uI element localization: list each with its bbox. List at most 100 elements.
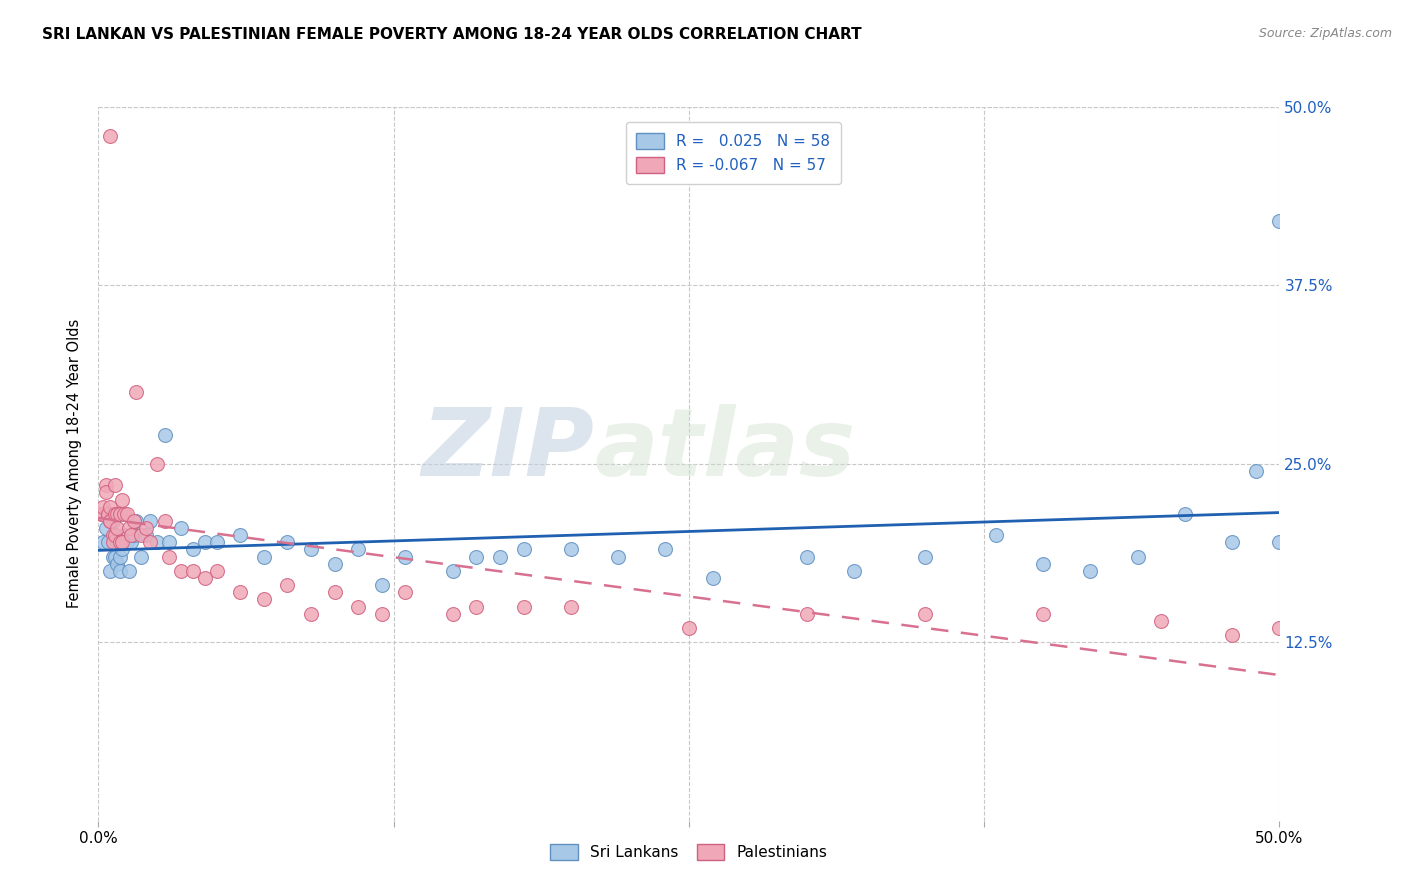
Point bbox=[105, 521, 128, 535]
Point bbox=[844, 564, 866, 578]
Point bbox=[104, 478, 127, 492]
Point bbox=[135, 528, 157, 542]
Point bbox=[146, 535, 169, 549]
Point bbox=[560, 542, 582, 557]
Point bbox=[122, 514, 145, 528]
Point bbox=[347, 542, 370, 557]
Point bbox=[914, 607, 936, 621]
Point bbox=[97, 507, 120, 521]
Point bbox=[111, 535, 134, 549]
Point bbox=[205, 535, 228, 549]
Point bbox=[153, 428, 176, 442]
Point bbox=[441, 564, 464, 578]
Point bbox=[170, 564, 193, 578]
Point bbox=[1268, 214, 1291, 228]
Point bbox=[1032, 557, 1054, 571]
Point bbox=[125, 385, 148, 400]
Point bbox=[181, 542, 204, 557]
Point bbox=[371, 607, 394, 621]
Point bbox=[276, 578, 298, 592]
Point bbox=[560, 599, 582, 614]
Point bbox=[465, 549, 488, 564]
Point bbox=[139, 535, 162, 549]
Point bbox=[122, 528, 145, 542]
Point bbox=[394, 549, 416, 564]
Legend: Sri Lankans, Palestinians: Sri Lankans, Palestinians bbox=[544, 838, 834, 866]
Point bbox=[112, 528, 135, 542]
Point bbox=[112, 507, 135, 521]
Point bbox=[253, 549, 276, 564]
Point bbox=[678, 621, 700, 635]
Point bbox=[105, 557, 128, 571]
Point bbox=[121, 528, 143, 542]
Point bbox=[101, 514, 124, 528]
Point bbox=[115, 535, 138, 549]
Point bbox=[101, 535, 124, 549]
Point bbox=[276, 535, 298, 549]
Point bbox=[512, 542, 534, 557]
Point bbox=[98, 128, 121, 143]
Point bbox=[118, 564, 141, 578]
Point bbox=[129, 549, 152, 564]
Point bbox=[181, 564, 204, 578]
Point bbox=[323, 557, 346, 571]
Point bbox=[607, 549, 630, 564]
Point bbox=[654, 542, 676, 557]
Point bbox=[194, 571, 217, 585]
Point bbox=[94, 521, 117, 535]
Point bbox=[91, 500, 114, 514]
Point bbox=[146, 457, 169, 471]
Point bbox=[512, 599, 534, 614]
Point bbox=[108, 507, 131, 521]
Point bbox=[105, 535, 128, 549]
Point bbox=[205, 564, 228, 578]
Point bbox=[323, 585, 346, 599]
Point bbox=[441, 607, 464, 621]
Point bbox=[299, 542, 322, 557]
Point bbox=[229, 585, 252, 599]
Point bbox=[157, 535, 180, 549]
Point bbox=[101, 528, 124, 542]
Point bbox=[125, 514, 148, 528]
Point bbox=[229, 528, 252, 542]
Point bbox=[1150, 614, 1173, 628]
Point bbox=[1244, 464, 1267, 478]
Point bbox=[1268, 621, 1291, 635]
Point bbox=[299, 607, 322, 621]
Point bbox=[90, 507, 112, 521]
Point bbox=[98, 500, 121, 514]
Text: Source: ZipAtlas.com: Source: ZipAtlas.com bbox=[1258, 27, 1392, 40]
Point bbox=[98, 514, 121, 528]
Point bbox=[1220, 535, 1243, 549]
Point bbox=[97, 535, 120, 549]
Point bbox=[153, 514, 176, 528]
Point bbox=[135, 521, 157, 535]
Point bbox=[1032, 607, 1054, 621]
Point bbox=[111, 535, 134, 549]
Text: atlas: atlas bbox=[595, 403, 856, 496]
Point bbox=[121, 535, 143, 549]
Point bbox=[94, 485, 117, 500]
Point bbox=[253, 592, 276, 607]
Point bbox=[108, 535, 131, 549]
Point bbox=[91, 535, 114, 549]
Point bbox=[115, 507, 138, 521]
Point bbox=[914, 549, 936, 564]
Point bbox=[465, 599, 488, 614]
Point bbox=[108, 564, 131, 578]
Point bbox=[984, 528, 1007, 542]
Point bbox=[1126, 549, 1149, 564]
Point bbox=[111, 542, 134, 557]
Point bbox=[118, 521, 141, 535]
Point bbox=[129, 528, 152, 542]
Point bbox=[347, 599, 370, 614]
Point bbox=[796, 549, 818, 564]
Point bbox=[98, 564, 121, 578]
Point bbox=[98, 514, 121, 528]
Point bbox=[104, 507, 127, 521]
Point bbox=[170, 521, 193, 535]
Point bbox=[104, 528, 127, 542]
Point bbox=[371, 578, 394, 592]
Point bbox=[194, 535, 217, 549]
Point bbox=[702, 571, 724, 585]
